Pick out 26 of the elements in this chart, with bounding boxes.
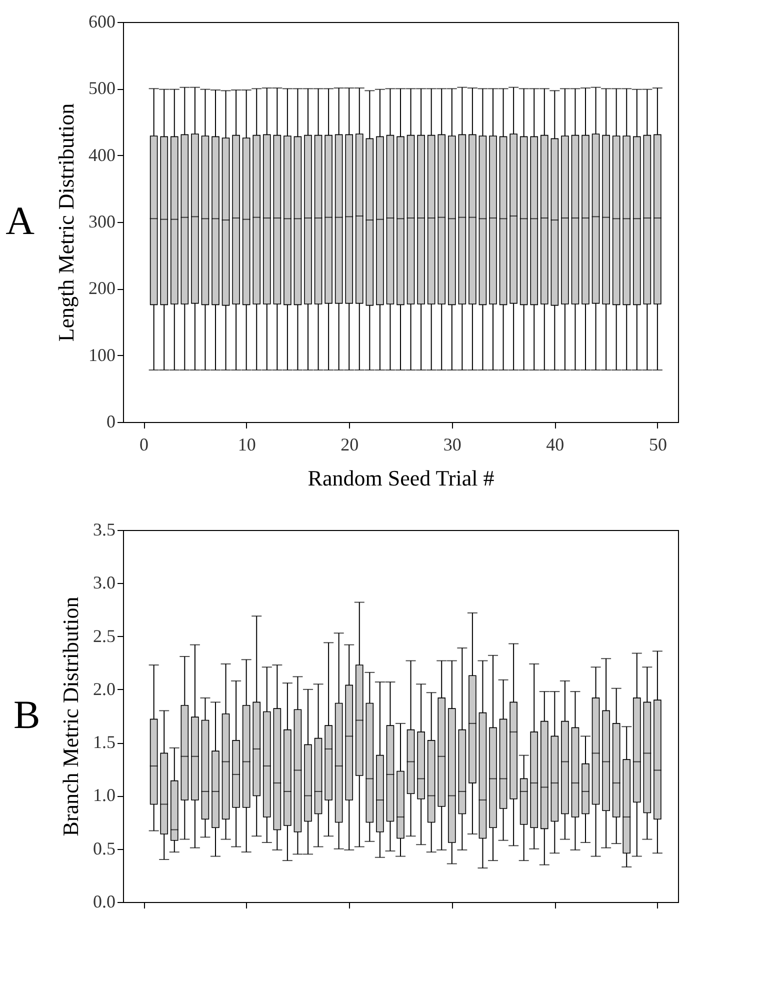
y-tick-label: 2.5 (93, 626, 116, 646)
x-axis-title: Random Seed Trial # (308, 466, 494, 490)
y-tick-label: 0.5 (93, 838, 116, 858)
y-tick-label: 1.5 (93, 732, 116, 752)
y-tick-label: 2.0 (93, 678, 116, 699)
x-tick-label: 10 (238, 434, 256, 454)
text: A (6, 198, 35, 243)
y-tick-label: 1.0 (93, 785, 116, 806)
x-tick-label: 0 (140, 434, 149, 454)
x-tick-label: 30 (443, 434, 462, 454)
x-tick-label: 50 (648, 434, 667, 454)
x-tick-label: 20 (340, 434, 359, 454)
y-tick-label: 200 (88, 278, 116, 298)
y-tick-label: 3.5 (93, 520, 116, 540)
y-tick-label: 100 (88, 344, 116, 365)
y-axis-title: Length Metric Distribution (54, 103, 78, 342)
x-tick-label: 40 (546, 434, 564, 454)
y-tick-label: 500 (88, 78, 116, 98)
y-tick-label: 400 (88, 144, 116, 165)
y-tick-label: 3.0 (93, 572, 116, 593)
y-tick-label: 300 (88, 212, 116, 232)
y-tick-label: 0 (106, 412, 116, 432)
text: B (13, 692, 40, 737)
y-axis-title: Branch Metric Distribution (58, 596, 83, 836)
y-tick-label: 0.0 (93, 892, 116, 912)
y-tick-label: 600 (88, 12, 116, 32)
